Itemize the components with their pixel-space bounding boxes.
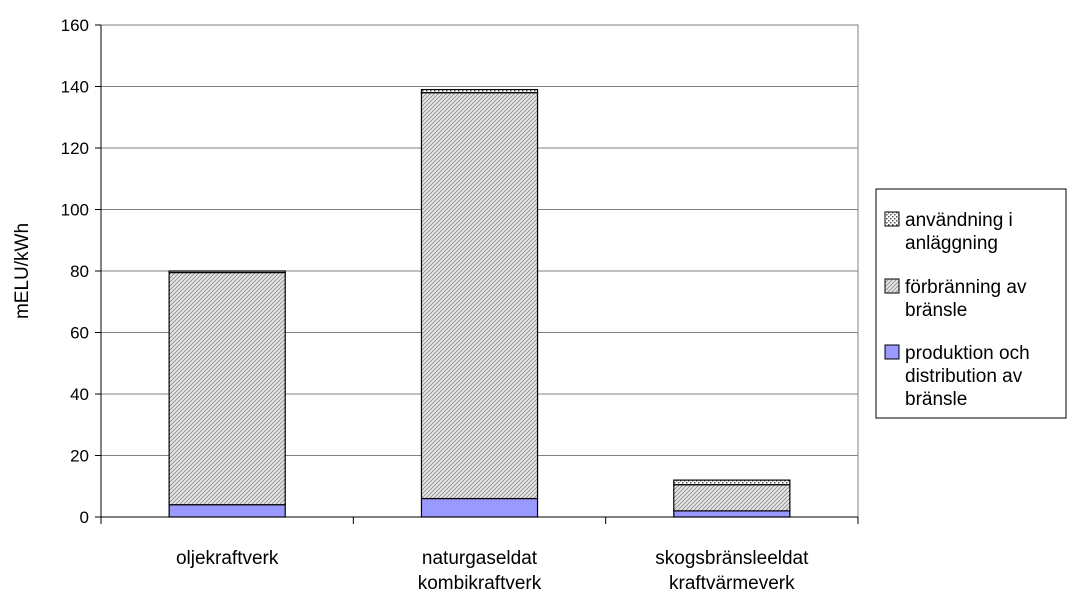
x-tick-label: skogsbränsleeldat — [655, 548, 809, 569]
legend-label: produktion och — [905, 343, 1030, 364]
bar-segment — [168, 271, 286, 506]
bar-segment — [420, 92, 539, 500]
legend-swatch — [884, 211, 900, 227]
bar-segment — [673, 510, 791, 518]
legend-box — [875, 188, 1067, 419]
y-tick-label: 120 — [61, 139, 89, 158]
y-tick-label: 100 — [61, 201, 89, 220]
x-tick-label: oljekraftverk — [176, 548, 279, 569]
y-tick-label: 140 — [61, 78, 89, 97]
y-axis-label: mELU/kWh — [12, 223, 33, 319]
bar-stack — [673, 479, 791, 518]
y-tick-label: 60 — [70, 324, 89, 343]
legend-label: användning i — [905, 210, 1013, 231]
legend-swatch — [884, 344, 900, 360]
bar-segment — [168, 504, 286, 518]
axes: 0 20 40 60 80 100 120 140 160 oljekraftverk naturg… — [12, 16, 859, 594]
y-tick-label: 160 — [61, 16, 89, 35]
bar-segment — [420, 88, 539, 94]
y-tick-label: 20 — [70, 447, 89, 466]
legend-swatch — [884, 278, 900, 294]
legend-label: distribution av — [905, 366, 1023, 387]
bar-stack — [168, 270, 286, 518]
y-tick-label: 40 — [70, 385, 89, 404]
bar-segment — [673, 484, 791, 512]
bar-segment — [673, 479, 791, 486]
x-tick-label: kombikraftverk — [418, 573, 542, 594]
bar-segment — [168, 270, 286, 274]
legend-label: förbränning av — [905, 277, 1027, 298]
y-tick-label: 80 — [70, 262, 89, 281]
legend-label: anläggning — [905, 233, 998, 254]
legend-label: bränsle — [905, 300, 967, 321]
legend-label: bränsle — [905, 389, 967, 410]
bars — [168, 88, 791, 518]
x-tick-label: kraftvärmeverk — [669, 573, 795, 594]
bar-stack — [420, 88, 539, 518]
x-tick-label: naturgaseldat — [422, 548, 538, 569]
bar-segment — [420, 497, 539, 518]
y-tick-label: 0 — [80, 508, 89, 527]
